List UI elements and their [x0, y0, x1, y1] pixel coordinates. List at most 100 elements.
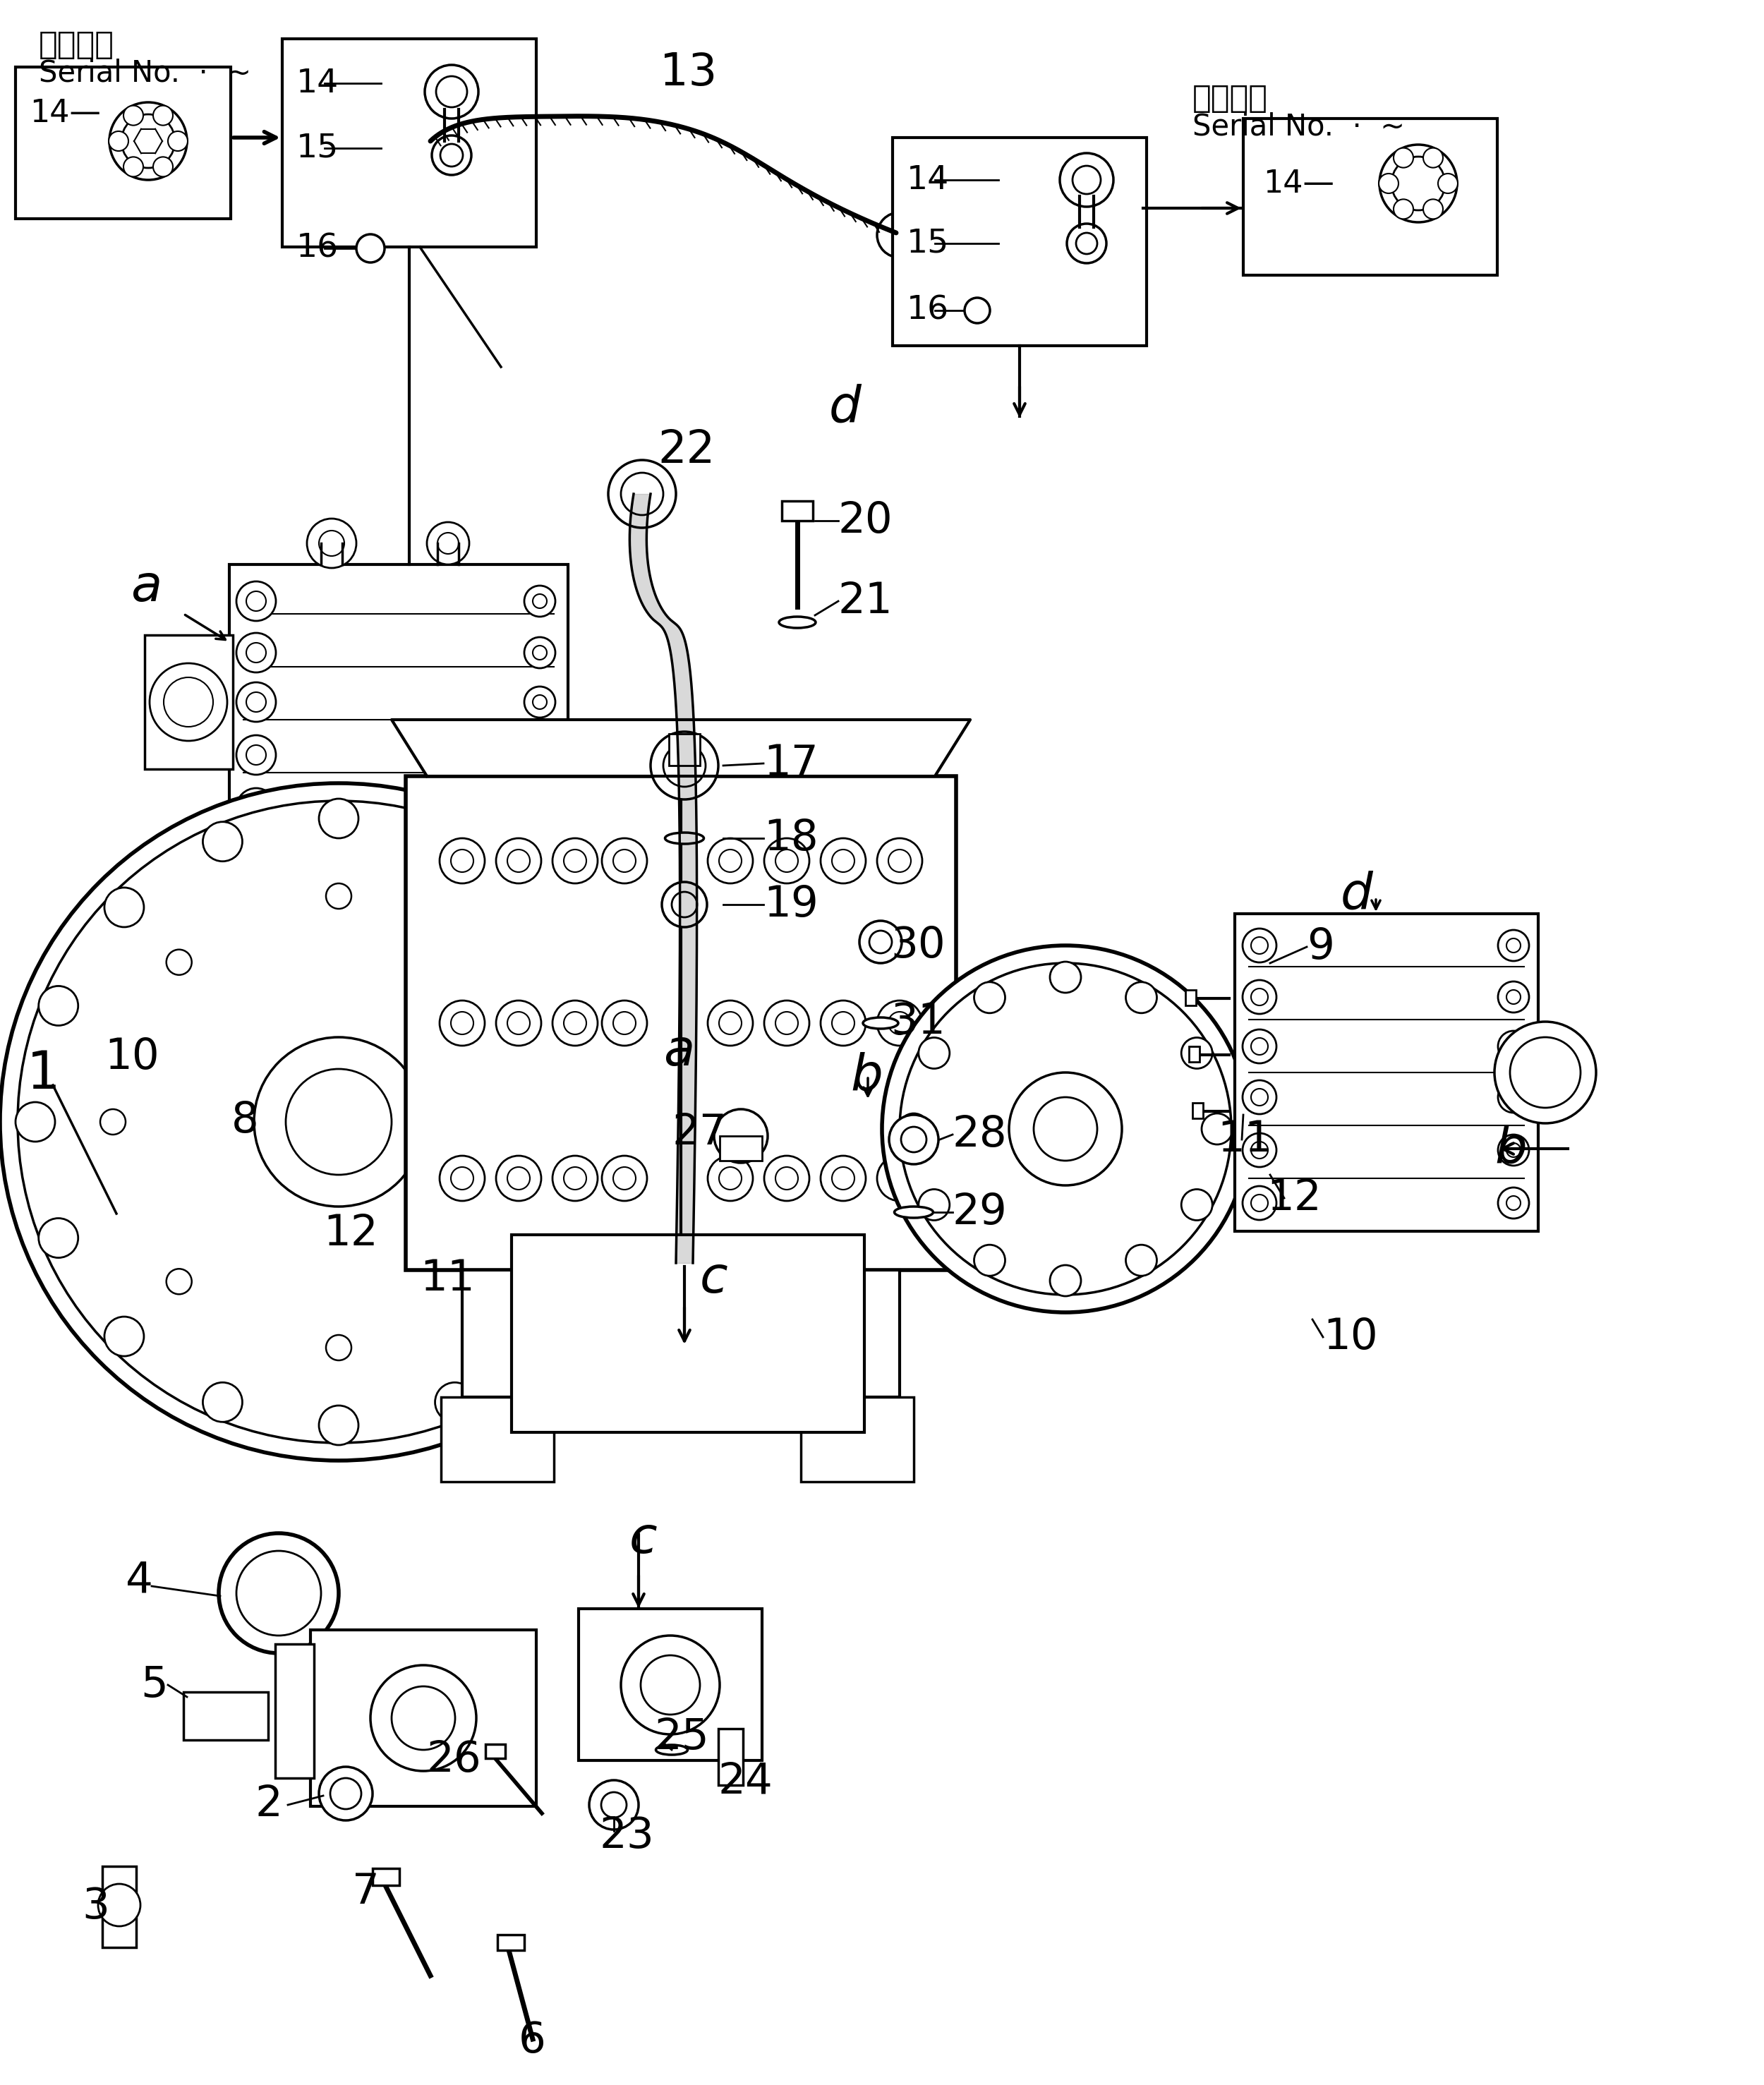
- Circle shape: [101, 1109, 125, 1134]
- Bar: [462, 1270, 900, 1397]
- Circle shape: [552, 1155, 598, 1201]
- Text: 28: 28: [953, 1113, 1007, 1155]
- Circle shape: [508, 849, 529, 872]
- Circle shape: [877, 838, 923, 884]
- Circle shape: [1379, 144, 1457, 223]
- Circle shape: [307, 519, 356, 567]
- Text: 26: 26: [427, 1739, 482, 1781]
- Circle shape: [589, 1781, 639, 1829]
- Circle shape: [1009, 1072, 1122, 1186]
- Bar: [718, 1728, 743, 1785]
- Polygon shape: [392, 719, 970, 776]
- Circle shape: [425, 65, 478, 119]
- Circle shape: [356, 234, 385, 263]
- Circle shape: [1498, 930, 1529, 961]
- Circle shape: [1506, 1143, 1521, 1157]
- Circle shape: [1424, 148, 1443, 167]
- Circle shape: [720, 849, 741, 872]
- Circle shape: [1394, 148, 1413, 167]
- Text: d: d: [829, 384, 861, 432]
- Text: Serial No.  ·  ~: Serial No. · ~: [1192, 111, 1404, 142]
- Circle shape: [109, 131, 129, 150]
- Text: 15: 15: [296, 131, 339, 165]
- Circle shape: [508, 1011, 529, 1034]
- Text: 11: 11: [1217, 1120, 1272, 1161]
- Bar: [1244, 119, 1498, 275]
- Bar: [669, 734, 700, 765]
- Circle shape: [524, 686, 556, 717]
- Circle shape: [236, 634, 275, 673]
- Circle shape: [533, 888, 573, 928]
- Circle shape: [720, 1011, 741, 1034]
- Text: 19: 19: [764, 884, 818, 926]
- Circle shape: [330, 1779, 362, 1810]
- Circle shape: [602, 1793, 626, 1818]
- Circle shape: [614, 1011, 635, 1034]
- Circle shape: [1394, 200, 1413, 219]
- Circle shape: [552, 1109, 577, 1134]
- Bar: [579, 1610, 762, 1760]
- Text: 7: 7: [353, 1872, 379, 1914]
- Circle shape: [1050, 1266, 1081, 1297]
- Bar: [1189, 1047, 1200, 1061]
- Circle shape: [1379, 173, 1399, 194]
- Circle shape: [720, 1168, 741, 1191]
- Text: 1: 1: [26, 1049, 60, 1099]
- Circle shape: [247, 692, 266, 711]
- Circle shape: [833, 1011, 854, 1034]
- Circle shape: [662, 882, 707, 928]
- Bar: [485, 1745, 505, 1758]
- Circle shape: [707, 838, 753, 884]
- Text: a: a: [663, 1028, 695, 1076]
- Circle shape: [877, 213, 923, 259]
- Circle shape: [552, 1001, 598, 1047]
- Circle shape: [877, 1001, 923, 1047]
- Circle shape: [247, 592, 266, 611]
- Circle shape: [427, 521, 469, 565]
- Text: 25: 25: [654, 1716, 709, 1758]
- Circle shape: [974, 1245, 1005, 1276]
- Text: 14—: 14—: [30, 98, 101, 127]
- Text: 27: 27: [672, 1111, 727, 1153]
- Text: 16: 16: [296, 234, 339, 265]
- Circle shape: [326, 1334, 351, 1359]
- Circle shape: [776, 1168, 797, 1191]
- Circle shape: [714, 1109, 767, 1163]
- Circle shape: [1251, 1195, 1268, 1211]
- Bar: [801, 1397, 914, 1482]
- Circle shape: [123, 106, 143, 125]
- Circle shape: [564, 1011, 586, 1034]
- Circle shape: [1506, 1090, 1521, 1105]
- Circle shape: [122, 115, 175, 169]
- Circle shape: [889, 849, 910, 872]
- Circle shape: [219, 1532, 339, 1653]
- Bar: [406, 776, 956, 1270]
- Text: 6: 6: [519, 2020, 547, 2062]
- Circle shape: [889, 1168, 910, 1191]
- Circle shape: [672, 892, 697, 917]
- Circle shape: [1182, 1188, 1212, 1220]
- Circle shape: [1498, 1030, 1529, 1061]
- Circle shape: [1438, 173, 1457, 194]
- Bar: [145, 636, 233, 769]
- Ellipse shape: [780, 617, 815, 628]
- Circle shape: [203, 821, 242, 861]
- Text: 31: 31: [891, 1001, 946, 1042]
- Circle shape: [602, 838, 647, 884]
- Circle shape: [1251, 1038, 1268, 1055]
- Circle shape: [452, 1168, 473, 1191]
- Circle shape: [1506, 990, 1521, 1005]
- Circle shape: [609, 461, 676, 528]
- Circle shape: [552, 838, 598, 884]
- Text: 30: 30: [891, 924, 946, 965]
- Circle shape: [1073, 167, 1101, 194]
- Text: 12: 12: [323, 1213, 377, 1255]
- Text: 10: 10: [104, 1036, 159, 1078]
- Text: 13: 13: [660, 50, 716, 94]
- Circle shape: [1392, 156, 1445, 211]
- Circle shape: [651, 732, 718, 799]
- Circle shape: [1060, 152, 1113, 206]
- Circle shape: [1506, 1197, 1521, 1209]
- Circle shape: [564, 849, 586, 872]
- Circle shape: [236, 1551, 321, 1635]
